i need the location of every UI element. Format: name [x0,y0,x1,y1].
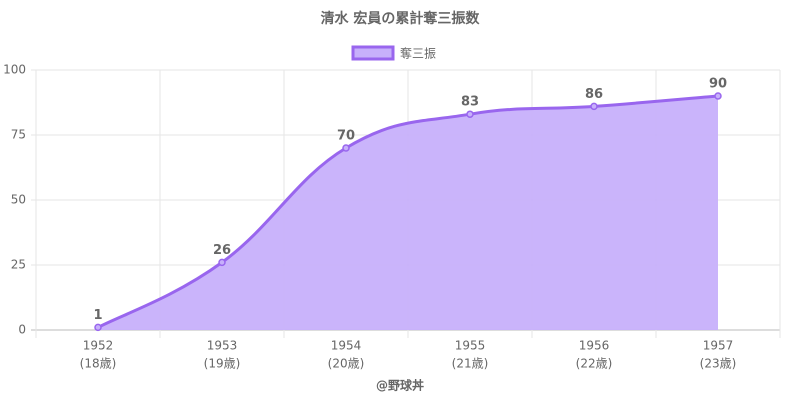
x-tick-label: 1954 [331,339,362,353]
legend-label: 奪三振 [400,46,436,61]
x-tick-sublabel: (18歳) [80,357,117,371]
point [466,110,474,118]
x-tick-label: 1956 [579,339,610,353]
x-tick-label: 1952 [83,339,114,353]
point [218,258,226,267]
footer: @野球丼 [376,378,424,393]
x-tick-label: 1957 [703,339,734,353]
x-tick-sublabel: (19歳) [204,357,241,371]
data-label: 26 [213,243,231,258]
x-tick-sublabel: (21歳) [452,357,489,371]
y-tick-label: 0 [18,323,26,337]
y-tick-label: 50 [11,193,26,207]
data-label: 70 [337,129,355,144]
x-tick-sublabel: (22歳) [576,357,613,371]
chart-title: 清水 宏員の累計奪三振数 [321,10,481,27]
line [97,94,719,329]
x-tick-label: 1953 [207,339,238,353]
x-tick-label: 1955 [455,339,486,353]
point [94,323,102,332]
area [98,96,718,330]
y-tick-label: 25 [11,258,26,272]
point [590,102,598,111]
point [342,144,350,152]
y-tick-label: 75 [11,128,26,142]
data-label: 86 [585,87,603,102]
data-label: 90 [709,77,727,92]
x-tick-sublabel: (23歳) [700,357,737,371]
point [714,92,722,100]
data-label: 83 [461,95,479,110]
data-label: 1 [93,308,102,323]
x-tick-sublabel: (20歳) [328,357,365,371]
y-tick-label: 100 [3,63,26,77]
legend-swatch [351,45,395,61]
